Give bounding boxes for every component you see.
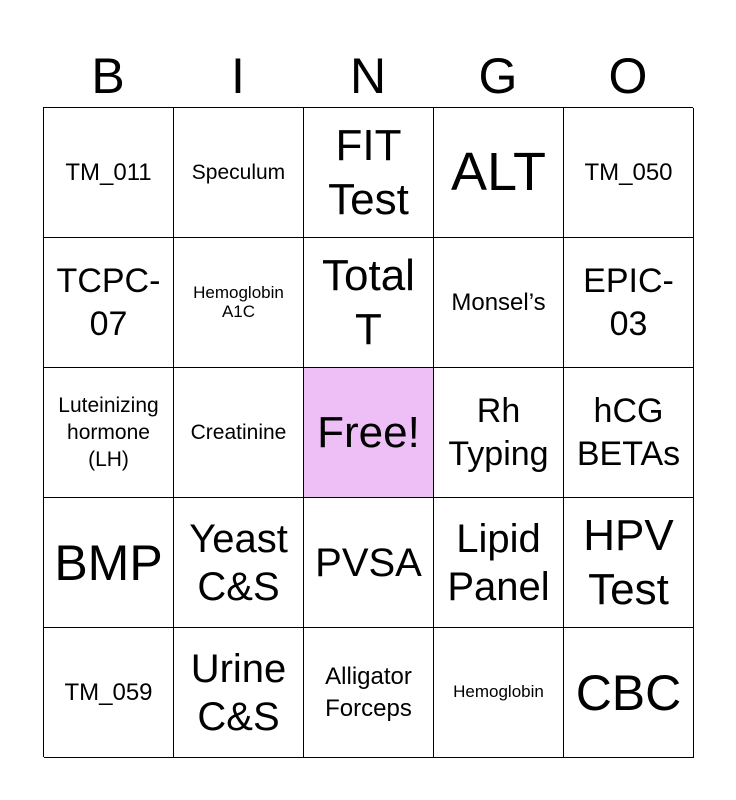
bingo-cell-label: Creatinine <box>190 420 287 444</box>
bingo-cell[interactable]: FIT Test <box>304 108 434 238</box>
bingo-cell[interactable]: TM_050 <box>564 108 694 238</box>
bingo-cell[interactable]: Urine C&S <box>174 628 304 758</box>
bingo-cell-label: TM_059 <box>64 678 153 706</box>
bingo-cell[interactable]: Hemoglobin <box>434 628 564 758</box>
header-letter-i: I <box>231 48 245 104</box>
bingo-cell-label: TM_011 <box>65 158 152 186</box>
bingo-cell-label: Lipid Panel <box>447 516 550 609</box>
bingo-cell-label: TM_050 <box>584 158 673 186</box>
bingo-cell-label: Alligator Forceps <box>325 663 412 722</box>
bingo-cell[interactable]: hCG BETAs <box>564 368 694 498</box>
bingo-cell[interactable]: Monsel’s <box>434 238 564 368</box>
bingo-cell[interactable]: Creatinine <box>174 368 304 498</box>
bingo-cell-label: Urine C&S <box>190 646 287 739</box>
bingo-grid: TM_011 Speculum FIT Test ALT TM_050 TCPC- 07 H… <box>43 107 694 758</box>
bingo-cell[interactable]: TM_011 <box>44 108 174 238</box>
bingo-cell[interactable]: TCPC- 07 <box>44 238 174 368</box>
bingo-cell-label: FIT Test <box>328 120 409 224</box>
bingo-cell[interactable]: Yeast C&S <box>174 498 304 628</box>
bingo-cell-label: BMP <box>54 534 163 591</box>
bingo-cell-label: EPIC- 03 <box>583 262 674 343</box>
bingo-cell-label: TCPC- 07 <box>56 262 161 343</box>
bingo-cell-label: Hemoglobin <box>453 682 544 702</box>
bingo-cell-label: Speculum <box>191 160 286 184</box>
bingo-header: B I N G O <box>43 46 693 106</box>
bingo-cell[interactable]: Speculum <box>174 108 304 238</box>
bingo-cell[interactable]: CBC <box>564 628 694 758</box>
bingo-cell[interactable]: EPIC- 03 <box>564 238 694 368</box>
bingo-cell-label: Free! <box>317 407 420 457</box>
bingo-cell[interactable]: HPV Test <box>564 498 694 628</box>
bingo-cell-label: Monsel’s <box>451 288 546 316</box>
bingo-cell[interactable]: Luteinizing hormone (LH) <box>44 368 174 498</box>
bingo-cell[interactable]: Total T <box>304 238 434 368</box>
bingo-cell-label: HPV Test <box>583 510 674 614</box>
bingo-cell-label: Total T <box>322 250 415 354</box>
bingo-cell-label: ALT <box>450 142 547 203</box>
bingo-cell[interactable]: Lipid Panel <box>434 498 564 628</box>
bingo-cell[interactable]: ALT <box>434 108 564 238</box>
bingo-cell-label: PVSA <box>315 540 422 585</box>
bingo-cell[interactable]: TM_059 <box>44 628 174 758</box>
bingo-cell-free[interactable]: Free! <box>304 368 434 498</box>
bingo-cell[interactable]: Alligator Forceps <box>304 628 434 758</box>
bingo-cell-label: Hemoglobin A1C <box>193 282 284 321</box>
bingo-cell-label: CBC <box>575 664 682 721</box>
bingo-cell-label: Rh Typing <box>448 392 549 473</box>
header-letter-b: B <box>91 48 125 104</box>
bingo-cell[interactable]: PVSA <box>304 498 434 628</box>
header-letter-g: G <box>478 48 518 104</box>
bingo-cell-label: Luteinizing hormone (LH) <box>58 393 159 472</box>
header-letter-o: O <box>608 48 648 104</box>
bingo-cell[interactable]: Rh Typing <box>434 368 564 498</box>
bingo-cell-label: Yeast C&S <box>189 516 288 609</box>
bingo-cell-label: hCG BETAs <box>576 392 681 473</box>
header-letter-n: N <box>349 48 387 104</box>
bingo-cell[interactable]: Hemoglobin A1C <box>174 238 304 368</box>
bingo-cell[interactable]: BMP <box>44 498 174 628</box>
